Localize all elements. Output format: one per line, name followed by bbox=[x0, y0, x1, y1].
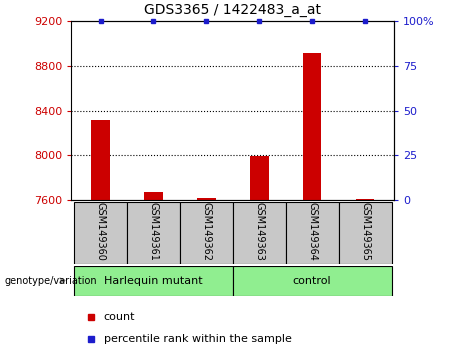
Bar bbox=[339, 202, 391, 264]
Bar bbox=[74, 266, 233, 296]
Bar bbox=[144, 192, 163, 200]
Text: GSM149365: GSM149365 bbox=[360, 202, 370, 261]
Bar bbox=[74, 202, 127, 264]
Bar bbox=[286, 202, 339, 264]
Bar bbox=[91, 120, 110, 200]
Text: Harlequin mutant: Harlequin mutant bbox=[104, 275, 203, 286]
Text: GSM149360: GSM149360 bbox=[95, 202, 106, 261]
Bar bbox=[127, 202, 180, 264]
Text: control: control bbox=[293, 275, 331, 286]
Bar bbox=[356, 199, 374, 200]
Text: genotype/variation: genotype/variation bbox=[5, 275, 97, 286]
Bar bbox=[250, 156, 268, 200]
Bar bbox=[180, 202, 233, 264]
Bar bbox=[233, 202, 286, 264]
Text: percentile rank within the sample: percentile rank within the sample bbox=[104, 334, 292, 344]
Title: GDS3365 / 1422483_a_at: GDS3365 / 1422483_a_at bbox=[144, 4, 321, 17]
Text: GSM149363: GSM149363 bbox=[254, 202, 264, 261]
Text: GSM149362: GSM149362 bbox=[201, 202, 211, 261]
Text: GSM149364: GSM149364 bbox=[307, 202, 317, 261]
Text: count: count bbox=[104, 312, 135, 322]
Bar bbox=[233, 266, 391, 296]
Text: GSM149361: GSM149361 bbox=[148, 202, 159, 261]
Bar bbox=[197, 198, 216, 200]
Bar bbox=[303, 52, 321, 200]
